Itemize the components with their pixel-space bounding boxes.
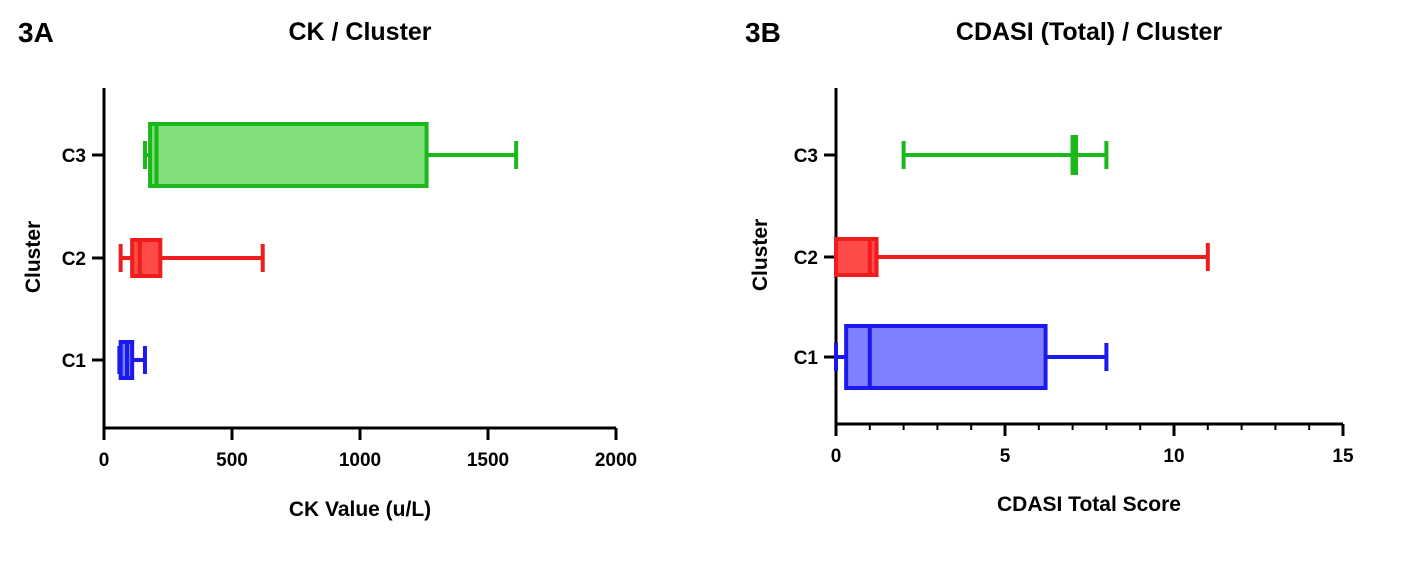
x-tick-label: 15 [1332, 446, 1354, 467]
plot-area: 0 500 1000 1500 2000 C1 C2 C3 [62, 88, 637, 471]
y-tick-label: C2 [794, 248, 818, 269]
plot-area: 0 5 10 15 C1 C2 C3 [794, 88, 1354, 467]
x-tick-label: 5 [1000, 446, 1011, 467]
chart-title: CDASI (Total) / Cluster [956, 18, 1222, 46]
y-tick-label: C3 [62, 146, 86, 167]
y-tick-label: C1 [62, 351, 87, 372]
x-tick-label: 1000 [339, 450, 381, 471]
chart-title: CK / Cluster [288, 18, 431, 46]
x-axis-label: CK Value (u/L) [289, 498, 431, 521]
y-tick-label: C1 [794, 348, 819, 369]
x-tick-label: 10 [1163, 446, 1184, 467]
x-tick-label: 0 [99, 450, 110, 471]
box-c3 [901, 135, 1109, 175]
box-c2 [834, 237, 1210, 277]
panel-3a: 3A CK / Cluster CK Value (u/L) Cluster 0… [18, 17, 637, 521]
box-c1 [834, 324, 1109, 390]
panel-letter: 3A [18, 17, 54, 48]
panel-letter: 3B [745, 17, 781, 48]
box-c3 [142, 122, 519, 188]
box-iqr [844, 324, 1048, 390]
x-axis-label: CDASI Total Score [997, 493, 1181, 516]
y-tick-label: C3 [794, 146, 818, 167]
y-tick-label: C2 [62, 249, 86, 270]
x-tick-label: 2000 [595, 450, 637, 471]
x-tick-label: 1500 [467, 450, 509, 471]
x-tick-label: 0 [831, 446, 842, 467]
panel-3b: 3B CDASI (Total) / Cluster CDASI Total S… [745, 17, 1354, 516]
y-axis-label: Cluster [749, 219, 772, 291]
y-axis-label: Cluster [22, 221, 45, 293]
box-iqr [130, 238, 163, 278]
box-c2 [118, 238, 265, 278]
x-tick-label: 500 [216, 450, 248, 471]
box-c1 [117, 340, 147, 380]
box-iqr [148, 122, 429, 188]
